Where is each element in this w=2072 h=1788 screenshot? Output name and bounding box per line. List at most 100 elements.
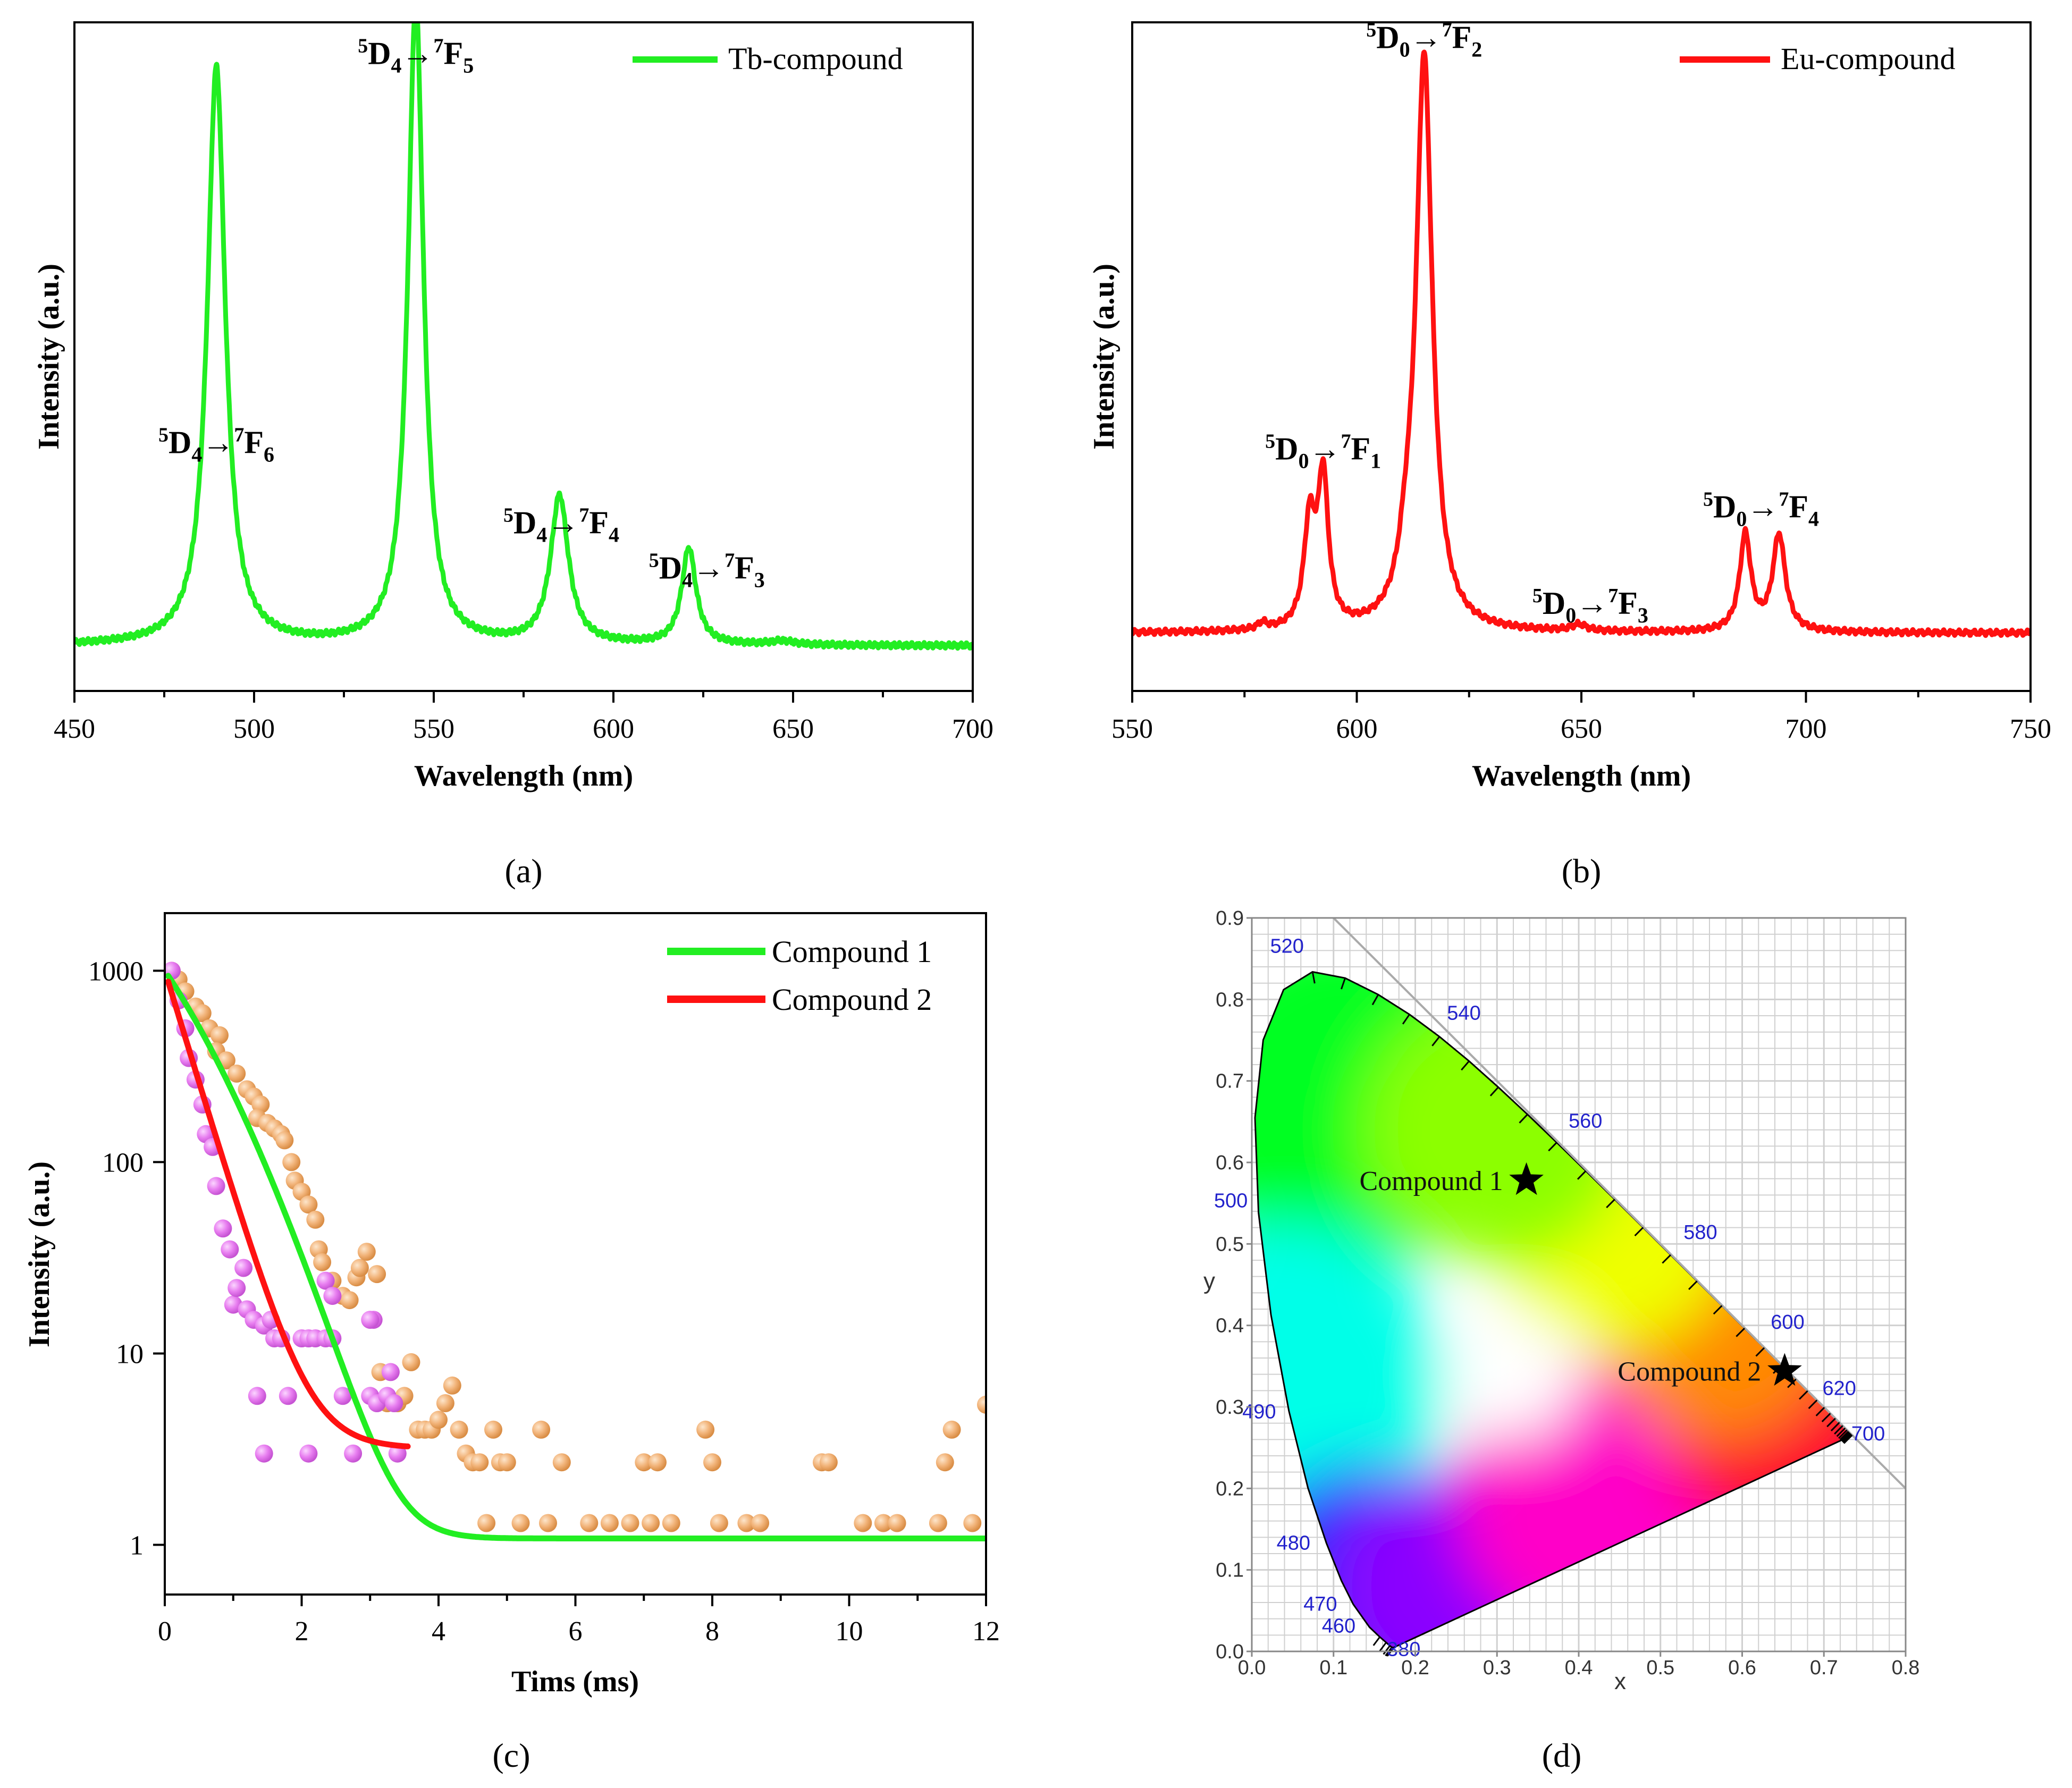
locus-tick (1340, 977, 1346, 990)
decay-data-point (703, 1453, 721, 1472)
decay-data-point (316, 1271, 335, 1290)
locus-tick (1461, 1060, 1470, 1071)
decay-fit-lines (165, 973, 986, 1541)
decay-data-point (696, 1420, 715, 1439)
decay-data-point (470, 1453, 489, 1472)
decay-data-point (874, 1514, 892, 1532)
x-tick-label: 0 (158, 1616, 172, 1647)
locus-tick (1736, 1327, 1746, 1337)
decay-data-point (436, 1394, 454, 1412)
decay-fit-line (165, 979, 411, 1449)
y-axis-label-a: Intensity (a.u.) (32, 264, 65, 450)
locus-tick (1402, 1014, 1410, 1025)
decay-data-point (443, 1376, 461, 1395)
panel-label-b: (b) (1562, 852, 1602, 890)
decay-data-point (484, 1420, 502, 1439)
locus-tick (1713, 1305, 1723, 1315)
decay-data-point (368, 1265, 386, 1284)
locus-tick (1519, 1114, 1528, 1124)
x-tick-label: 0.2 (1401, 1657, 1429, 1679)
decay-data-point (221, 1240, 239, 1259)
decay-data-point (511, 1514, 530, 1532)
decay-fit-line (165, 973, 986, 1541)
decay-data-point (306, 1210, 325, 1229)
locus-tick (1688, 1280, 1698, 1290)
x-tick-label: 2 (295, 1616, 309, 1647)
wavelength-label: 620 (1822, 1377, 1856, 1399)
locus-tick (1371, 994, 1379, 1006)
locus-tick (1841, 1432, 1851, 1442)
x-tick-label: 550 (413, 714, 454, 744)
wavelength-label: 600 (1771, 1311, 1804, 1334)
locus-tick (1431, 1036, 1441, 1047)
x-axis-label-b: Wavelength (nm) (1472, 760, 1691, 792)
y-tick-label: 0.5 (1216, 1233, 1244, 1255)
transition-annotations-b: 5D0→7F1 5D0→7F2 5D0→7F3 5D0→7F4 (1265, 19, 1819, 627)
decay-data-point (323, 1287, 342, 1305)
decay-data-point (228, 1279, 246, 1297)
legend-label-compound1: Compound 1 (772, 934, 932, 969)
decay-data-point (299, 1195, 318, 1214)
decay-data-point (751, 1514, 770, 1532)
x-tick-label: 500 (233, 714, 275, 744)
decay-data-point (854, 1514, 872, 1532)
locus-tick (1755, 1347, 1765, 1357)
y-tick-label: 0.1 (1216, 1559, 1244, 1582)
compound-star-marker (1509, 1162, 1544, 1195)
panel-label-d: (d) (1542, 1736, 1582, 1774)
spectrum-line (1132, 49, 2031, 638)
transition-label: 5D0→7F3 (1532, 585, 1648, 627)
y-tick-label: 0.3 (1216, 1396, 1244, 1419)
decay-data-point (224, 1295, 242, 1314)
decay-data-point (498, 1453, 516, 1472)
y-axis-label-c: Intensity (a.u.) (23, 1161, 56, 1347)
x-axis-label-c: Tims (ms) (511, 1665, 639, 1698)
wavelength-label: 560 (1569, 1110, 1602, 1132)
locus-tick (1662, 1254, 1672, 1264)
x-tick-label: 6 (569, 1616, 583, 1647)
x-tick-label: 650 (1561, 714, 1602, 744)
panel-b: 550 600 650 700 750 Wavelength (nm) Intensit… (1088, 19, 2051, 890)
locus-tick (1634, 1227, 1644, 1237)
decay-data-point (936, 1453, 954, 1472)
locus-tick (1836, 1427, 1846, 1437)
x-tick-label: 600 (1336, 714, 1378, 744)
decay-data-point (532, 1420, 551, 1439)
panel-a: 450 500 550 600 650 700 Wavelength (nm) Inten… (32, 21, 993, 890)
y-tick-label: 100 (102, 1148, 144, 1178)
transition-label: 5D4→7F4 (503, 504, 619, 547)
decay-data-point (313, 1253, 332, 1271)
decay-data-point (361, 1311, 380, 1329)
x-tick-label: 0.5 (1646, 1657, 1674, 1679)
plot-frame-a (73, 21, 974, 692)
locus-tick (1815, 1407, 1825, 1416)
y-tick-label: 1 (130, 1531, 144, 1561)
wavelength-label: 380 (1387, 1638, 1420, 1660)
decay-data-point (207, 1177, 225, 1195)
y-tick-label: 0.0 (1216, 1641, 1244, 1663)
decay-data-point (344, 1444, 363, 1463)
decay-data-point (888, 1514, 906, 1532)
y-axis-label-b: Intensity (a.u.) (1088, 264, 1121, 450)
decay-data-point (477, 1514, 496, 1532)
x-tick-label: 0.0 (1238, 1657, 1266, 1679)
wavelength-label: 500 (1214, 1190, 1248, 1212)
decay-data-point (282, 1153, 301, 1171)
wavelength-label: 460 (1322, 1615, 1355, 1637)
compound-point-label: Compound 2 (1618, 1357, 1761, 1387)
decay-data-point (350, 1259, 369, 1277)
locus-tick (1372, 1636, 1380, 1646)
compound-point-label: Compound 1 (1359, 1166, 1503, 1196)
x-ticks-a: 450 500 550 600 650 700 (54, 691, 993, 744)
transition-label: 5D4→7F5 (358, 35, 474, 78)
x-tick-label: 600 (593, 714, 634, 744)
decay-data-point (402, 1353, 420, 1371)
locus-tick (1839, 1430, 1849, 1440)
wavelength-label: 480 (1277, 1532, 1310, 1555)
decay-data-point (210, 1026, 229, 1044)
x-tick-label: 4 (432, 1616, 445, 1647)
y-axis-label-d: y (1203, 1268, 1215, 1294)
decay-data-point (450, 1420, 468, 1439)
